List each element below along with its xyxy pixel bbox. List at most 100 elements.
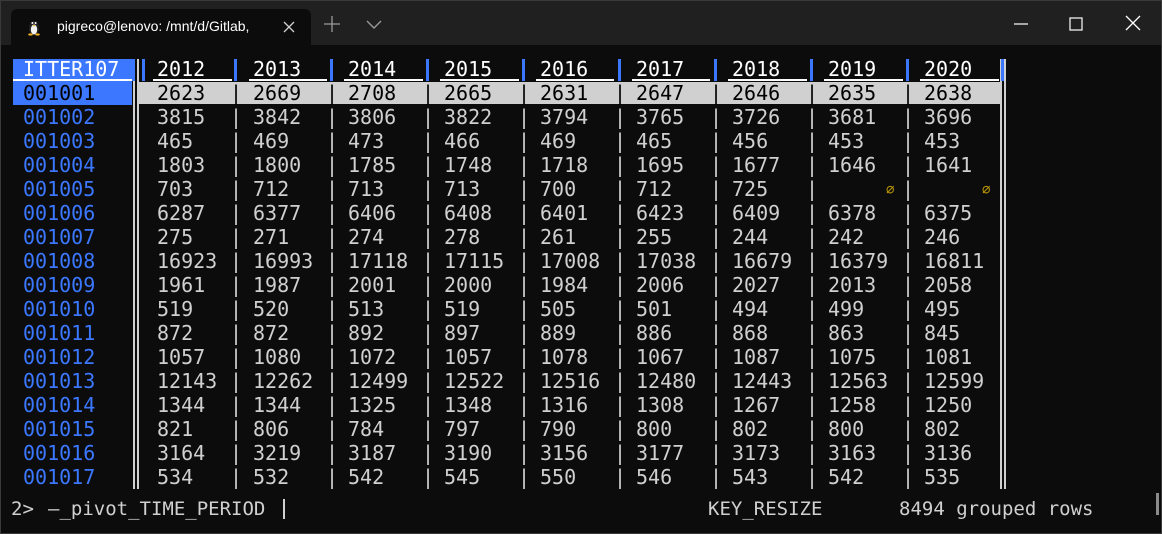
table-cell[interactable]: 3163 bbox=[828, 441, 877, 465]
year-column-header[interactable]: 2019 bbox=[828, 57, 877, 81]
table-cell[interactable]: 1348 bbox=[444, 393, 493, 417]
table-cell[interactable]: 12480 bbox=[636, 369, 697, 393]
table-cell[interactable]: 1641 bbox=[924, 153, 973, 177]
year-column-header[interactable]: 2017 bbox=[636, 57, 685, 81]
table-cell[interactable]: 3794 bbox=[540, 105, 589, 129]
table-row-key[interactable]: 001012 bbox=[23, 345, 96, 369]
table-cell[interactable]: 1308 bbox=[636, 393, 685, 417]
table-row-key[interactable]: 001002 bbox=[23, 105, 96, 129]
table-cell[interactable]: 17118 bbox=[348, 249, 409, 273]
table-row-key[interactable]: 001006 bbox=[23, 201, 96, 225]
table-cell[interactable]: 466 bbox=[444, 129, 481, 153]
table-cell[interactable]: 886 bbox=[636, 321, 673, 345]
table-cell[interactable]: 3842 bbox=[253, 105, 302, 129]
table-cell[interactable]: 700 bbox=[540, 177, 577, 201]
table-row-key[interactable]: 001016 bbox=[23, 441, 96, 465]
table-cell[interactable]: 6375 bbox=[924, 201, 973, 225]
chevron-down-icon[interactable] bbox=[365, 17, 383, 31]
table-cell[interactable]: 1718 bbox=[540, 153, 589, 177]
table-cell[interactable]: 543 bbox=[732, 465, 769, 489]
table-cell[interactable]: 784 bbox=[348, 417, 385, 441]
table-cell[interactable]: 712 bbox=[253, 177, 290, 201]
table-cell[interactable]: 1087 bbox=[732, 345, 781, 369]
table-cell[interactable]: 278 bbox=[444, 225, 481, 249]
table-cell[interactable]: 246 bbox=[924, 225, 961, 249]
table-cell[interactable]: 499 bbox=[828, 297, 865, 321]
table-cell[interactable]: 1267 bbox=[732, 393, 781, 417]
table-cell[interactable]: 2665 bbox=[444, 81, 493, 105]
table-cell[interactable]: 3156 bbox=[540, 441, 589, 465]
table-cell[interactable]: 545 bbox=[444, 465, 481, 489]
table-row-key[interactable]: 001013 bbox=[23, 369, 96, 393]
table-cell[interactable]: 1067 bbox=[636, 345, 685, 369]
table-cell[interactable]: 1344 bbox=[157, 393, 206, 417]
table-cell[interactable]: 3177 bbox=[636, 441, 685, 465]
table-cell[interactable]: 889 bbox=[540, 321, 577, 345]
table-cell[interactable]: 6377 bbox=[253, 201, 302, 225]
year-column-header[interactable]: 2015 bbox=[444, 57, 493, 81]
table-cell[interactable]: 275 bbox=[157, 225, 194, 249]
table-cell[interactable]: 892 bbox=[348, 321, 385, 345]
table-cell[interactable]: 17008 bbox=[540, 249, 601, 273]
table-cell[interactable]: 872 bbox=[253, 321, 290, 345]
table-cell[interactable]: 790 bbox=[540, 417, 577, 441]
table-cell[interactable]: 3815 bbox=[157, 105, 206, 129]
table-cell[interactable]: 725 bbox=[732, 177, 769, 201]
table-row-key[interactable]: 001014 bbox=[23, 393, 96, 417]
table-cell[interactable]: 242 bbox=[828, 225, 865, 249]
table-cell[interactable]: 1250 bbox=[924, 393, 973, 417]
table-cell[interactable]: 3696 bbox=[924, 105, 973, 129]
table-cell[interactable]: 2669 bbox=[253, 81, 302, 105]
table-cell[interactable]: 6378 bbox=[828, 201, 877, 225]
table-cell[interactable]: 520 bbox=[253, 297, 290, 321]
table-cell[interactable]: 453 bbox=[828, 129, 865, 153]
table-cell[interactable]: 1785 bbox=[348, 153, 397, 177]
table-cell[interactable]: 12143 bbox=[157, 369, 218, 393]
table-cell[interactable]: 244 bbox=[732, 225, 769, 249]
table-cell[interactable]: 2708 bbox=[348, 81, 397, 105]
table-cell[interactable]: 713 bbox=[444, 177, 481, 201]
table-cell[interactable]: 469 bbox=[540, 129, 577, 153]
table-cell[interactable]: 469 bbox=[253, 129, 290, 153]
close-window-icon[interactable] bbox=[1123, 13, 1143, 33]
table-cell[interactable]: 3822 bbox=[444, 105, 493, 129]
terminal-tab[interactable]: pigreco@lenovo: /mnt/d/Gitlab, bbox=[11, 9, 311, 45]
year-column-header[interactable]: 2016 bbox=[540, 57, 589, 81]
year-column-header[interactable]: 2013 bbox=[253, 57, 302, 81]
table-cell[interactable]: 6409 bbox=[732, 201, 781, 225]
table-cell[interactable]: 802 bbox=[924, 417, 961, 441]
table-cell[interactable]: 2646 bbox=[732, 81, 781, 105]
table-cell[interactable]: 465 bbox=[636, 129, 673, 153]
table-cell[interactable]: 1080 bbox=[253, 345, 302, 369]
table-cell[interactable]: 261 bbox=[540, 225, 577, 249]
table-cell[interactable]: 12563 bbox=[828, 369, 889, 393]
year-column-header[interactable]: 2018 bbox=[732, 57, 781, 81]
table-cell[interactable]: 703 bbox=[157, 177, 194, 201]
table-cell[interactable]: 12262 bbox=[253, 369, 314, 393]
table-cell[interactable]: 3136 bbox=[924, 441, 973, 465]
table-cell[interactable]: 863 bbox=[828, 321, 865, 345]
table-cell[interactable]: 456 bbox=[732, 129, 769, 153]
command-input[interactable]: –_pivot_TIME_PERIOD bbox=[48, 498, 266, 520]
table-row-key[interactable]: 001001 bbox=[23, 81, 96, 105]
table-cell[interactable]: 453 bbox=[924, 129, 961, 153]
table-cell[interactable]: 2013 bbox=[828, 273, 877, 297]
table-cell[interactable]: 3726 bbox=[732, 105, 781, 129]
table-cell[interactable]: 713 bbox=[348, 177, 385, 201]
table-cell[interactable]: 1987 bbox=[253, 273, 302, 297]
table-row-key[interactable]: 001011 bbox=[23, 321, 96, 345]
table-cell[interactable]: 802 bbox=[732, 417, 769, 441]
table-cell[interactable]: 1748 bbox=[444, 153, 493, 177]
table-cell[interactable]: 797 bbox=[444, 417, 481, 441]
table-cell[interactable]: 473 bbox=[348, 129, 385, 153]
table-cell[interactable]: 1325 bbox=[348, 393, 397, 417]
table-cell[interactable]: 1984 bbox=[540, 273, 589, 297]
table-cell[interactable]: 12522 bbox=[444, 369, 505, 393]
table-cell[interactable]: 6401 bbox=[540, 201, 589, 225]
table-cell[interactable]: 16811 bbox=[924, 249, 985, 273]
table-row-key[interactable]: 001015 bbox=[23, 417, 96, 441]
table-cell[interactable]: 255 bbox=[636, 225, 673, 249]
table-row-key[interactable]: 001008 bbox=[23, 249, 96, 273]
table-cell[interactable]: 519 bbox=[444, 297, 481, 321]
table-cell[interactable]: 845 bbox=[924, 321, 961, 345]
